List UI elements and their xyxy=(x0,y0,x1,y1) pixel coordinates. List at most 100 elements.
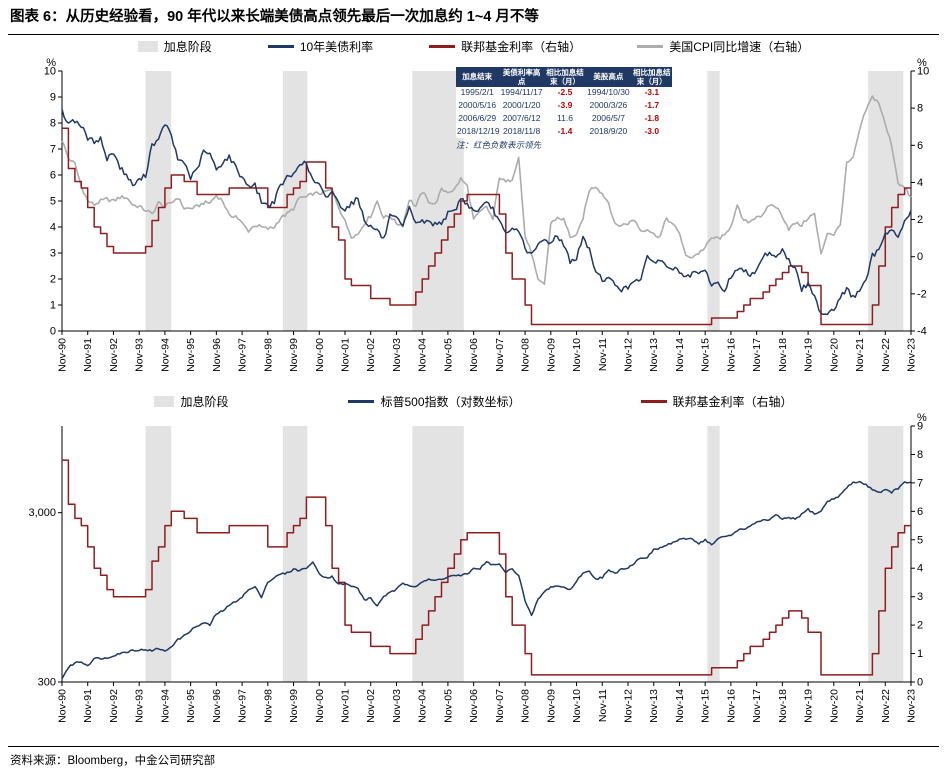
x-tick-label: Nov-02 xyxy=(365,337,377,371)
x-tick-label: Nov-05 xyxy=(442,337,454,371)
y-tick-label: 1 xyxy=(50,299,56,311)
bottom-chart-wrap: 300 3,000 0 1 2 3 4 5 6 7 8 9% Nov-90 Nov-91 Nov-92 Nov… xyxy=(8,410,939,741)
bottom-chart-legend: 加息阶段 标普500指数（对数坐标） 联邦基金利率（右轴） xyxy=(8,394,939,410)
y-tick-label: 6 xyxy=(917,139,923,151)
series-line-0 xyxy=(61,94,912,285)
x-tick-label: Nov-06 xyxy=(468,688,480,722)
y-tick-label: 9 xyxy=(50,91,56,103)
legend-label: 加息阶段 xyxy=(180,395,229,410)
x-tick-label: Nov-01 xyxy=(340,337,352,371)
x-tick-label: Nov-93 xyxy=(134,337,146,371)
x-tick-label: Nov-23 xyxy=(906,688,918,722)
table-row: 1995/2/1 1994/11/17 -2.5 1994/10/30 -3.1 xyxy=(456,87,672,100)
legend-item: 加息阶段 xyxy=(137,38,212,55)
x-tick-label: Nov-15 xyxy=(700,337,712,371)
y-tick-label: -4 xyxy=(917,325,927,337)
y-tick-label: 6 xyxy=(917,505,923,517)
table-row: 2018/12/19 2018/11/8 -1.4 2018/9/20 -3.0 xyxy=(456,125,672,138)
table-cell: -3.1 xyxy=(644,87,660,98)
table-row: 2006/6/29 2007/6/12 11.6 2006/5/7 -1.8 xyxy=(456,112,672,125)
legend-item: 联邦基金利率（右轴） xyxy=(429,38,581,55)
table-cell: -3.0 xyxy=(644,125,660,136)
x-tick-label: Nov-23 xyxy=(906,337,918,371)
y-tick-label: 8 xyxy=(917,102,923,114)
y-tick-label: 300 xyxy=(38,676,56,688)
x-tick-label: Nov-00 xyxy=(314,337,326,371)
table-cell: -1.8 xyxy=(644,112,660,123)
y-tick-label: 0 xyxy=(917,251,923,263)
left-axis-unit: % xyxy=(46,57,56,69)
table-cell: -1.7 xyxy=(644,99,660,110)
x-tick-label: Nov-19 xyxy=(803,337,815,371)
x-tick-label: Nov-21 xyxy=(854,337,866,371)
legend-label: 标普500指数（对数坐标） xyxy=(380,395,521,410)
x-tick-label: Nov-14 xyxy=(674,337,686,371)
table-cell: 11.6 xyxy=(557,112,573,123)
hike-band xyxy=(868,425,904,682)
series-line-1 xyxy=(62,127,911,325)
y-tick-label: 4 xyxy=(917,176,923,188)
x-tick-label: Nov-21 xyxy=(854,688,866,722)
legend-label: 联邦基金利率（右轴） xyxy=(461,40,582,55)
inset-table-container: 加息结束 美债利率高点 相比加息结束（月） 美股高点 相比加息结束（月） 1995/2/1… xyxy=(456,66,672,152)
inset-table: 加息结束 美债利率高点 相比加息结束（月） 美股高点 相比加息结束（月） 1995/2/1… xyxy=(456,66,672,139)
y-tick-label: 9 xyxy=(917,420,923,432)
x-tick-label: Nov-12 xyxy=(623,337,635,371)
table-cell: 1994/10/30 xyxy=(587,87,630,98)
x-tick-label: Nov-10 xyxy=(571,688,583,722)
x-tick-label: Nov-15 xyxy=(700,688,712,722)
x-tick-label: Nov-22 xyxy=(880,688,892,722)
y-tick-label: 8 xyxy=(917,449,923,461)
x-tick-label: Nov-98 xyxy=(262,337,274,371)
y-tick-label: 7 xyxy=(917,477,923,489)
x-tick-label: Nov-99 xyxy=(288,337,300,371)
x-tick-label: Nov-07 xyxy=(494,337,506,371)
x-tick-label: Nov-04 xyxy=(417,337,429,371)
line-swatch xyxy=(429,45,456,48)
table-cell: 2006/5/7 xyxy=(591,112,625,123)
x-tick-label: Nov-22 xyxy=(880,337,892,371)
series-line-2 xyxy=(61,108,912,315)
x-tick-label: Nov-94 xyxy=(159,688,171,722)
band-swatch xyxy=(154,396,175,408)
y-tick-label: 2 xyxy=(50,273,56,285)
table-cell: 2000/3/26 xyxy=(589,99,628,110)
x-tick-label: Nov-95 xyxy=(185,337,197,371)
hike-band xyxy=(282,425,308,682)
legend-label: 联邦基金利率（右轴） xyxy=(672,395,793,410)
y-tick-label: 10 xyxy=(917,65,929,77)
x-tick-label: Nov-17 xyxy=(751,688,763,722)
table-cell: -3.9 xyxy=(557,99,573,110)
y-tick-label: 3 xyxy=(917,591,923,603)
table-cell: 2007/6/12 xyxy=(502,112,541,123)
x-tick-label: Nov-20 xyxy=(828,337,840,371)
x-tick-label: Nov-92 xyxy=(108,688,120,722)
series-line-1 xyxy=(61,480,912,679)
x-tick-label: Nov-99 xyxy=(288,688,300,722)
y-tick-label: 3,000 xyxy=(28,507,56,519)
x-tick-label: Nov-12 xyxy=(623,688,635,722)
legend-item: 联邦基金利率（右轴） xyxy=(640,393,793,410)
x-tick-label: Nov-13 xyxy=(648,688,660,722)
x-tick-label: Nov-03 xyxy=(391,688,403,722)
table-cell: 1994/11/17 xyxy=(500,87,543,98)
x-tick-label: Nov-09 xyxy=(545,688,557,722)
y-tick-label: 10 xyxy=(44,65,56,77)
x-tick-label: Nov-01 xyxy=(340,688,352,722)
table-cell: 2018/11/8 xyxy=(503,125,541,136)
y-tick-label: 6 xyxy=(50,169,56,181)
x-tick-label: Nov-06 xyxy=(468,337,480,371)
x-tick-label: Nov-03 xyxy=(391,337,403,371)
x-tick-label: Nov-08 xyxy=(520,688,532,722)
hike-band xyxy=(707,70,720,331)
y-tick-label: 5 xyxy=(50,195,56,207)
x-tick-label: Nov-18 xyxy=(777,688,789,722)
y-tick-label: 2 xyxy=(917,214,923,226)
table-header-cell: 相比加息结束（月） xyxy=(631,66,672,87)
y-tick-label: 2 xyxy=(917,619,923,631)
table-cell: 2006/6/29 xyxy=(458,112,497,123)
table-cell: 1995/2/1 xyxy=(460,87,494,98)
x-tick-label: Nov-93 xyxy=(134,688,146,722)
y-tick-label: 7 xyxy=(50,143,56,155)
